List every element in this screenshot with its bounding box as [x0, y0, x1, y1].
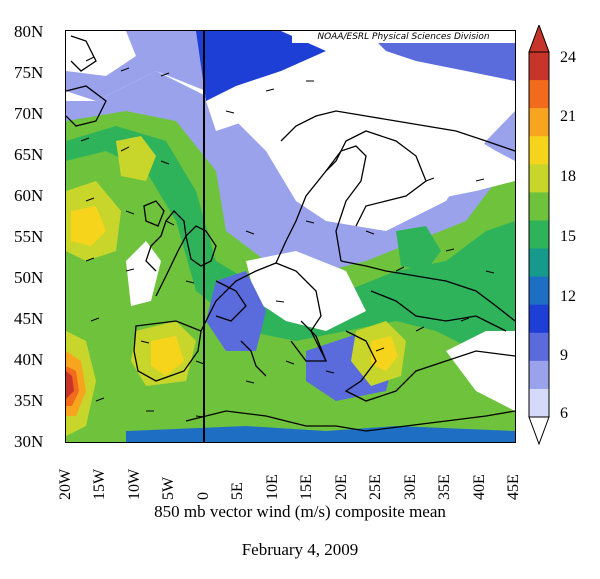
lat-label-75n: 75N — [14, 63, 44, 82]
lon-label-30e: 30E — [402, 474, 419, 500]
map-caption: 850 mb vector wind (m/s) composite mean — [154, 502, 446, 521]
colorbar — [528, 25, 550, 445]
map-border — [65, 30, 516, 443]
lat-label-40n: 40N — [14, 350, 44, 369]
lat-label-70n: 70N — [14, 104, 44, 123]
colorbar-cell — [529, 136, 549, 165]
lat-label-50n: 50N — [14, 268, 44, 287]
lon-label-20e: 20E — [333, 474, 350, 500]
colorbar-cell — [529, 52, 549, 81]
colorbar-cell — [529, 80, 549, 109]
lon-label-15e: 15E — [298, 474, 315, 500]
colorbar-label-24: 24 — [560, 49, 576, 66]
lon-label-35e: 35E — [436, 474, 453, 500]
data-source-credit: NOAA/ESRL Physical Sciences Division — [292, 31, 515, 43]
colorbar-label-21: 21 — [560, 108, 576, 125]
lon-label-5e: 5E — [229, 482, 246, 500]
colorbar-cell — [529, 276, 549, 306]
lon-label-25e: 25E — [367, 474, 384, 500]
lat-label-80n: 80N — [14, 22, 44, 41]
colorbar-label-9: 9 — [560, 347, 568, 364]
lat-label-55n: 55N — [14, 227, 44, 246]
colorbar-bottom-triangle — [528, 416, 550, 445]
colorbar-top-triangle — [528, 25, 550, 53]
colorbar-cell — [529, 108, 549, 137]
lon-label-40e: 40E — [471, 474, 488, 500]
colorbar-cell — [529, 164, 549, 193]
colorbar-cell — [529, 388, 549, 418]
lat-label-35n: 35N — [14, 391, 44, 410]
colorbar-label-15: 15 — [560, 228, 576, 245]
colorbar-label-6: 6 — [560, 405, 568, 422]
lat-label-45n: 45N — [14, 309, 44, 328]
lon-label-10w: 10W — [126, 468, 143, 500]
lon-label-0: 0 — [195, 492, 212, 500]
colorbar-label-18: 18 — [560, 168, 576, 185]
colorbar-cell — [529, 192, 549, 221]
colorbar-cell — [529, 360, 549, 390]
colorbar-cell — [529, 304, 549, 334]
colorbar-cell — [529, 220, 549, 250]
wind-map: NOAA/ESRL Physical Sciences Division — [66, 31, 515, 442]
lat-label-30n: 30N — [14, 432, 44, 451]
lon-label-45e: 45E — [505, 474, 522, 500]
lon-label-20w: 20W — [57, 468, 74, 500]
lon-label-10e: 10E — [264, 474, 281, 500]
colorbar-cell — [529, 248, 549, 278]
lon-label-5w: 5W — [160, 476, 177, 500]
map-date: February 4, 2009 — [241, 540, 359, 559]
colorbar-cell — [529, 332, 549, 362]
lon-label-15w: 15W — [91, 468, 108, 500]
lat-label-60n: 60N — [14, 186, 44, 205]
colorbar-label-12: 12 — [560, 288, 576, 305]
lat-label-65n: 65N — [14, 145, 44, 164]
